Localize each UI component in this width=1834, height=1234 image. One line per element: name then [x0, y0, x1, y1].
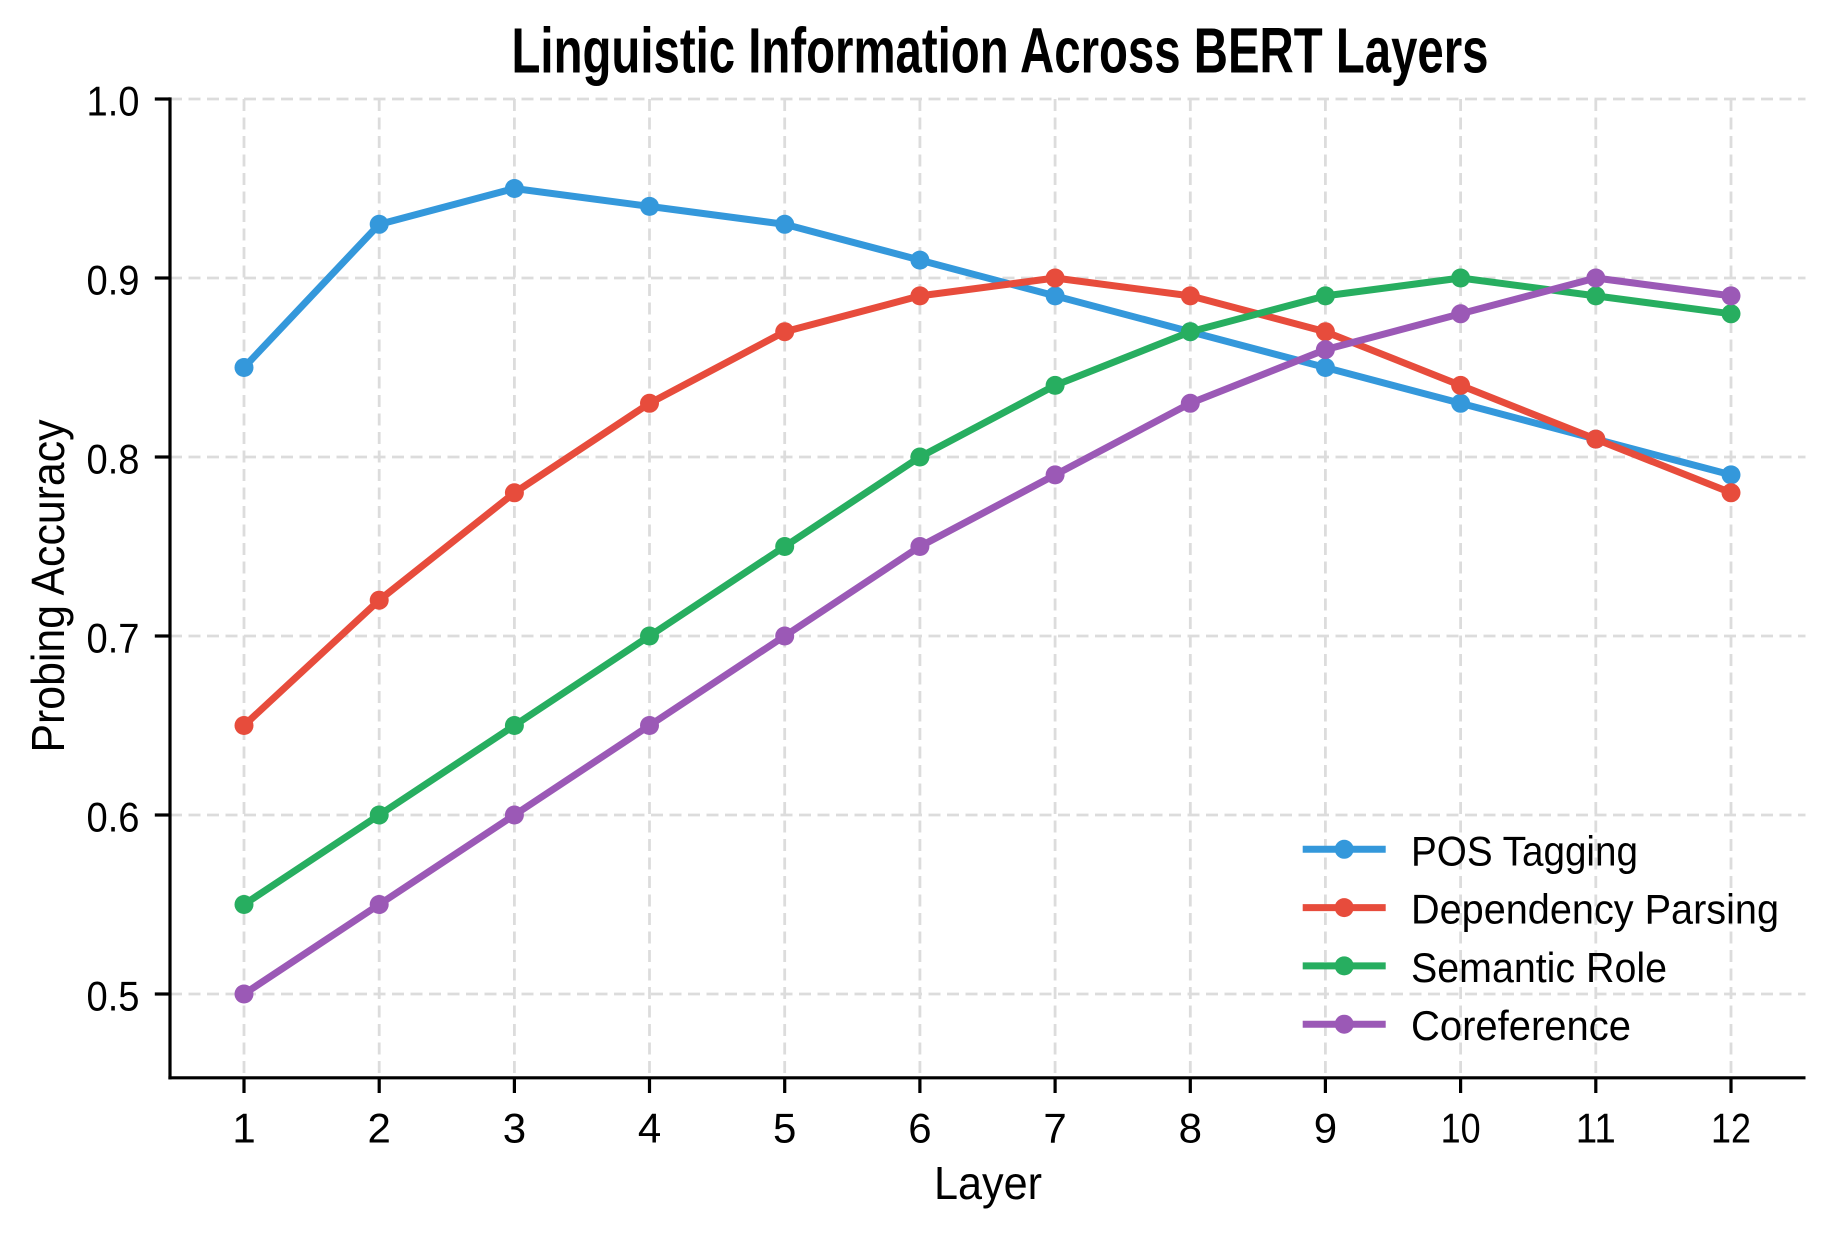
svg-text:12: 12 [1711, 1105, 1751, 1152]
svg-text:9: 9 [1314, 1105, 1337, 1152]
svg-text:Coreference: Coreference [1411, 1002, 1631, 1049]
svg-text:0.6: 0.6 [87, 794, 140, 841]
svg-text:5: 5 [773, 1105, 796, 1152]
svg-text:0.5: 0.5 [87, 973, 140, 1020]
svg-text:Linguistic Information Across: Linguistic Information Across BERT Layer… [512, 15, 1489, 87]
svg-text:Dependency Parsing: Dependency Parsing [1411, 886, 1779, 933]
svg-text:10: 10 [1441, 1105, 1481, 1152]
svg-text:3: 3 [503, 1105, 526, 1152]
svg-text:0.9: 0.9 [87, 257, 140, 304]
svg-text:POS Tagging: POS Tagging [1411, 827, 1638, 874]
svg-text:Layer: Layer [934, 1157, 1042, 1209]
svg-text:6: 6 [908, 1105, 931, 1152]
svg-text:8: 8 [1179, 1105, 1202, 1152]
svg-text:0.8: 0.8 [87, 436, 140, 483]
svg-text:2: 2 [368, 1105, 391, 1152]
svg-text:11: 11 [1576, 1105, 1616, 1152]
svg-text:Semantic Role: Semantic Role [1411, 944, 1667, 991]
svg-text:7: 7 [1043, 1105, 1066, 1152]
svg-text:1: 1 [232, 1105, 255, 1152]
svg-text:Probing Accuracy: Probing Accuracy [22, 420, 74, 753]
svg-text:0.7: 0.7 [87, 615, 140, 662]
svg-text:1.0: 1.0 [87, 78, 140, 125]
svg-text:4: 4 [638, 1105, 661, 1152]
